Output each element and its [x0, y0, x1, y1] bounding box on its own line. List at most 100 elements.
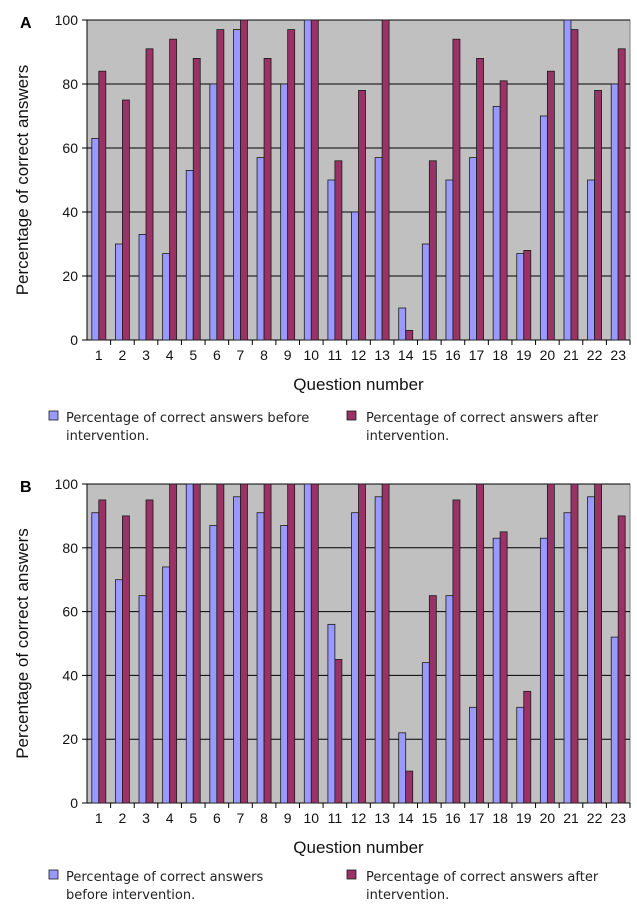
x-tick-label: 18: [492, 347, 508, 363]
bar-q14-before: [398, 307, 407, 341]
bar-q10-before: [303, 483, 312, 804]
legend-swatch-before: [48, 869, 59, 880]
y-tick-label: 20: [62, 731, 78, 747]
x-tick-label: 3: [142, 810, 150, 826]
bar-q14-after: [405, 329, 414, 341]
bar-q23-before: [610, 636, 619, 804]
bar-q15-before: [421, 662, 430, 804]
y-axis-title: Percentage of correct answers: [13, 528, 32, 759]
x-tick-label: 4: [166, 810, 174, 826]
bar-q1-after: [98, 70, 107, 341]
x-tick-label: 13: [374, 347, 390, 363]
bar-q9-after: [287, 483, 296, 804]
bar-q4-after: [169, 38, 178, 341]
bar-q17-after: [476, 483, 484, 804]
bar-q20-before: [539, 115, 548, 341]
x-tick-label: 20: [540, 810, 556, 826]
x-tick-label: 1: [95, 347, 103, 363]
bar-q22-after: [594, 483, 602, 804]
bar-q13-before: [374, 496, 383, 804]
bar-q17-before: [469, 706, 477, 804]
bar-q12-after: [358, 483, 366, 804]
bar-q7-before: [233, 496, 241, 804]
x-tick-label: 23: [610, 810, 626, 826]
x-tick-label: 3: [142, 347, 150, 363]
bar-q21-after: [570, 29, 579, 341]
y-tick-label: 40: [62, 667, 78, 683]
y-tick-label: 0: [70, 795, 78, 811]
x-tick-label: 17: [469, 810, 485, 826]
bar-q6-before: [209, 83, 218, 341]
x-tick-label: 4: [166, 347, 174, 363]
bar-q4-after: [169, 483, 178, 804]
y-axis-title: Percentage of correct answers: [13, 65, 32, 296]
bar-q22-after: [594, 90, 602, 341]
y-tick-label: 20: [62, 268, 78, 284]
bar-q13-after: [381, 483, 390, 804]
y-tick-label: 0: [70, 332, 78, 348]
y-tick-label: 60: [62, 604, 78, 620]
bar-q21-before: [563, 512, 572, 804]
x-tick-label: 10: [303, 347, 319, 363]
bar-q15-before: [421, 243, 430, 341]
panel-label: B: [20, 479, 32, 496]
y-tick-label: 80: [62, 76, 78, 92]
y-tick-label: 80: [62, 540, 78, 556]
bar-q4-before: [162, 253, 171, 341]
bar-q13-before: [374, 157, 383, 341]
x-tick-label: 22: [587, 347, 603, 363]
x-tick-label: 18: [492, 810, 508, 826]
bar-q1-before: [91, 512, 100, 804]
x-axis-title: Question number: [293, 838, 424, 857]
bar-q20-after: [546, 483, 555, 804]
bar-q12-before: [351, 512, 359, 804]
legend-label-after: Percentage of correct answers after: [366, 870, 599, 885]
bar-q14-before: [398, 732, 407, 804]
bar-q12-after: [358, 90, 366, 341]
bar-q23-after: [617, 48, 626, 341]
legend-swatch-after: [346, 869, 357, 880]
bar-q7-before: [233, 29, 241, 341]
x-tick-label: 14: [398, 347, 414, 363]
bar-q11-before: [327, 179, 336, 341]
x-tick-label: 16: [445, 810, 461, 826]
bar-q23-after: [617, 515, 626, 804]
bar-q9-after: [287, 29, 296, 341]
x-tick-label: 2: [119, 810, 127, 826]
bar-q10-after: [310, 19, 319, 341]
x-tick-label: 1: [95, 810, 103, 826]
bar-q8-after: [263, 58, 272, 341]
x-tick-label: 7: [237, 347, 245, 363]
bar-q10-before: [303, 19, 312, 341]
bar-q14-after: [405, 770, 414, 804]
bar-q15-after: [428, 595, 437, 804]
legend-label-before: intervention.: [66, 429, 149, 444]
legend-label-after: intervention.: [366, 429, 449, 444]
x-tick-label: 8: [260, 810, 268, 826]
bar-q11-after: [334, 160, 343, 341]
bar-q1-before: [91, 137, 100, 341]
bar-q16-before: [445, 179, 454, 341]
bar-q18-before: [492, 537, 501, 804]
bar-q6-after: [216, 483, 225, 804]
x-tick-label: 7: [237, 810, 245, 826]
x-tick-label: 11: [328, 347, 343, 363]
x-tick-label: 11: [328, 810, 343, 826]
x-tick-label: 16: [445, 347, 461, 363]
bar-q17-after: [476, 58, 484, 341]
x-tick-label: 9: [284, 810, 292, 826]
bar-q18-after: [499, 531, 508, 804]
x-tick-label: 12: [351, 810, 367, 826]
bar-q16-before: [445, 595, 454, 804]
bar-q2-before: [115, 243, 123, 341]
bar-q5-after: [192, 58, 201, 341]
y-tick-label: 40: [62, 204, 78, 220]
x-tick-label: 19: [516, 347, 532, 363]
bar-q21-after: [570, 483, 579, 804]
x-tick-label: 8: [260, 347, 268, 363]
x-tick-label: 6: [213, 347, 221, 363]
x-tick-label: 5: [189, 810, 197, 826]
bar-q21-before: [563, 19, 572, 341]
bar-q18-after: [499, 80, 508, 341]
